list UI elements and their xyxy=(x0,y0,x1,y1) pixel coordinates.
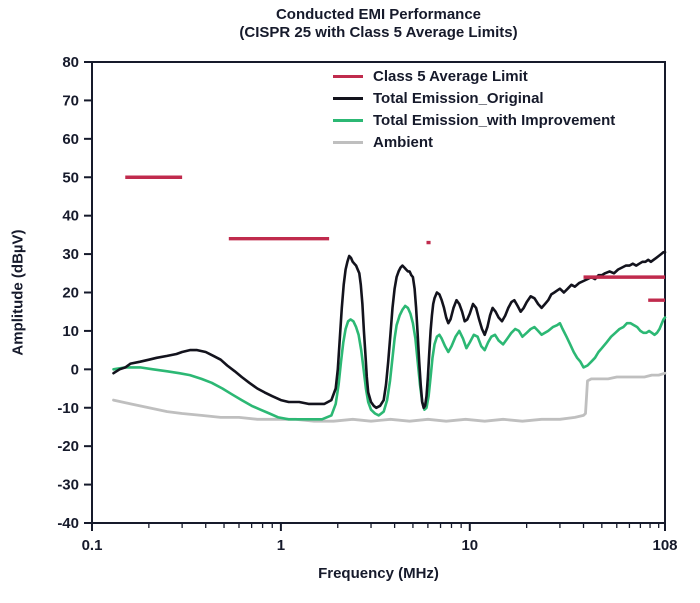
legend-item-class5-limit: Class 5 Average Limit xyxy=(333,67,615,85)
chart-title: Conducted EMI Performance (CISPR 25 with… xyxy=(92,6,665,42)
chart-title-line1: Conducted EMI Performance xyxy=(275,6,482,23)
legend-item-original: Total Emission_Original xyxy=(333,89,615,107)
legend: Class 5 Average Limit Total Emission_Ori… xyxy=(333,67,616,151)
y-axis-label: Amplitude (dBµV) xyxy=(9,229,27,356)
svg-text:0: 0 xyxy=(71,361,79,378)
svg-text:0.1: 0.1 xyxy=(82,537,103,554)
legend-label-original: Total Emission_Original xyxy=(373,89,544,107)
legend-label-ambient: Ambient xyxy=(373,133,433,151)
svg-text:30: 30 xyxy=(62,246,79,263)
svg-text:-30: -30 xyxy=(57,477,79,494)
svg-text:20: 20 xyxy=(62,285,79,302)
legend-label-class5-limit: Class 5 Average Limit xyxy=(373,67,528,85)
svg-text:108: 108 xyxy=(652,537,677,554)
svg-text:10: 10 xyxy=(62,323,79,340)
svg-text:50: 50 xyxy=(62,169,79,186)
legend-swatch-class5-limit xyxy=(333,74,363,78)
legend-swatch-improvement xyxy=(333,118,363,122)
legend-label-improvement: Total Emission_with Improvement xyxy=(373,111,616,129)
legend-item-improvement: Total Emission_with Improvement xyxy=(333,111,616,129)
x-axis-label: Frequency (MHz) xyxy=(318,565,439,582)
svg-text:1: 1 xyxy=(277,537,285,554)
svg-text:-40: -40 xyxy=(57,515,79,532)
legend-swatch-ambient xyxy=(333,140,363,144)
svg-text:40: 40 xyxy=(62,208,79,225)
svg-text:70: 70 xyxy=(62,92,79,109)
svg-text:10: 10 xyxy=(461,537,478,554)
svg-text:80: 80 xyxy=(62,54,79,71)
legend-swatch-original xyxy=(333,96,363,100)
svg-text:-20: -20 xyxy=(57,438,79,455)
chart-title-line2: (CISPR 25 with Class 5 Average Limits) xyxy=(239,24,518,41)
legend-item-ambient: Ambient xyxy=(333,133,615,151)
svg-text:-10: -10 xyxy=(57,400,79,417)
svg-text:60: 60 xyxy=(62,131,79,148)
